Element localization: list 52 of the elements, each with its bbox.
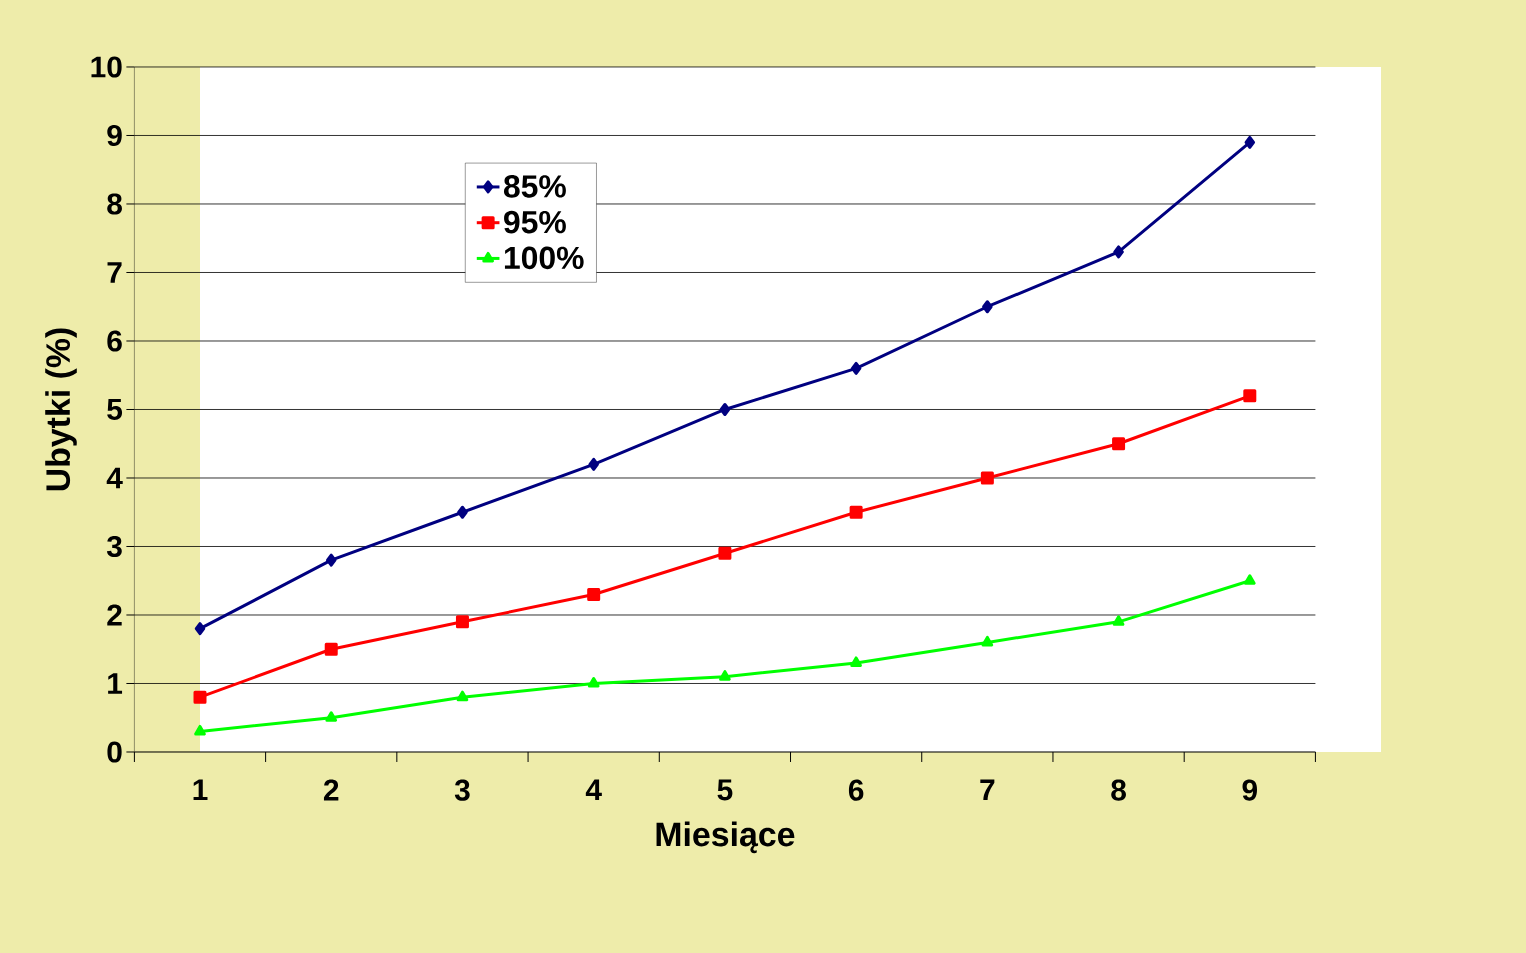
y-tick-label: 2 [107,604,122,626]
y-tick-label: 5 [107,399,123,420]
point [457,505,468,519]
point [194,724,206,736]
legend-label: 100% [504,246,584,270]
point [850,361,862,375]
x-tick-label: 9 [1242,779,1258,801]
legend-label: 85% [503,175,566,198]
point [981,635,994,647]
point [718,546,732,560]
y-tick-label: 7 [107,262,122,283]
point [1243,574,1256,585]
x-tick-label: 1 [193,779,208,801]
point [455,615,469,629]
point [456,690,469,702]
y-tick-label: 1 [108,673,123,694]
y-tick-label: 6 [107,330,122,352]
point [194,622,206,636]
y-tick-label: 4 [106,467,123,489]
x-tick-label: 5 [717,779,733,801]
point [980,471,994,485]
x-tick-label: 6 [848,779,864,801]
point [324,642,338,656]
y-tick-label: 10 [91,56,122,78]
point [587,677,600,688]
point [849,505,863,519]
point [1244,135,1256,149]
point [193,690,207,704]
legend-label: 95% [504,210,566,234]
y-tick-label: 3 [106,535,122,558]
y-tick-label: 9 [107,124,122,147]
point [850,656,862,667]
y-tick-label: 8 [107,193,122,215]
point [325,553,337,567]
point [1112,437,1126,451]
point [588,457,599,471]
point [587,587,601,601]
x-tick-label: 2 [323,779,339,801]
point [719,670,731,681]
x-tick-label: 4 [585,779,602,801]
x-tick-label: 8 [1111,779,1126,801]
point [1112,615,1125,626]
point [325,711,338,722]
x-tick-label: 3 [454,779,470,801]
point [982,300,993,314]
point [1113,245,1124,259]
x-tick-label: 7 [980,779,995,801]
y-tick-label: 0 [107,741,122,763]
x-axis-title: Miesiące [656,821,795,854]
point [1243,389,1257,403]
point [719,402,731,416]
y-axis-title: Ubytki (%) [45,328,77,491]
